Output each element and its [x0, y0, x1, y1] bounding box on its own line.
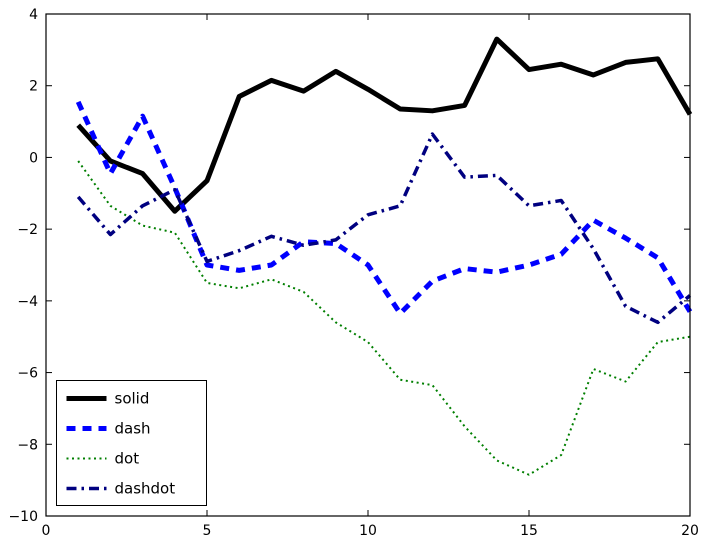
y-tick-label: 0	[29, 150, 38, 166]
legend-label-dashdot: dashdot	[115, 480, 176, 498]
x-tick-label: 5	[203, 523, 212, 539]
series-dashdot-line	[76, 132, 692, 325]
x-tick-label: 10	[359, 523, 377, 539]
y-tick-label: 2	[29, 79, 38, 95]
x-tick-label: 0	[42, 523, 51, 539]
x-tick-label: 20	[681, 523, 699, 539]
legend-box	[56, 380, 207, 506]
y-tick-label: −8	[17, 437, 38, 453]
y-tick-label: 4	[29, 7, 38, 23]
x-tick-label: 15	[520, 523, 538, 539]
y-tick-label: −4	[17, 294, 38, 310]
legend-label-dot: dot	[115, 450, 140, 468]
y-tick-label: −10	[8, 509, 38, 525]
series-dot-line	[77, 160, 691, 476]
plot-frame	[45, 13, 691, 517]
series-dash-line	[75, 100, 693, 316]
y-tick-label: −2	[17, 222, 38, 238]
legend-label-solid: solid	[115, 390, 150, 408]
y-tick-label: −6	[17, 366, 38, 382]
legend-label-dash: dash	[115, 420, 151, 438]
